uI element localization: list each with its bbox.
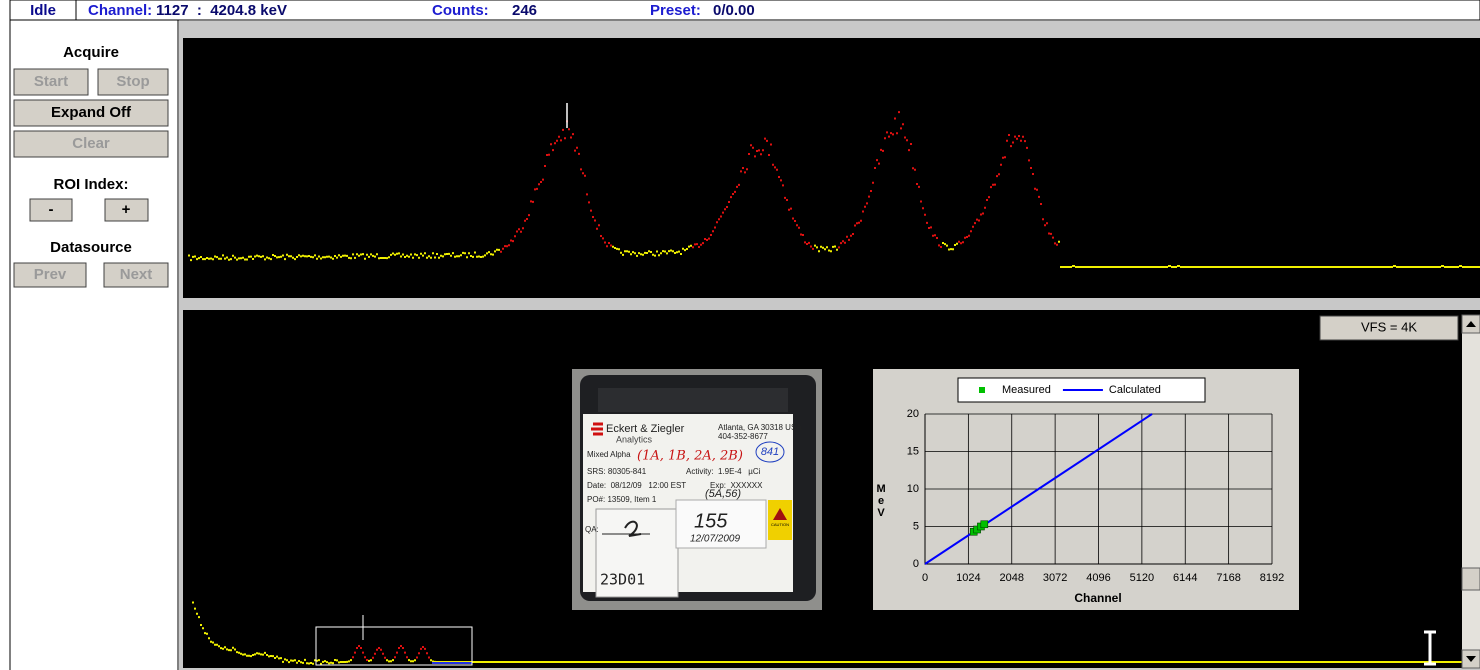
photo-text: Analytics [616, 434, 653, 444]
calibration-chart: MeV Channel 0 1024 2048 3072 4096 5120 6144 716… [873, 369, 1299, 610]
stop-button[interactable]: Stop [98, 69, 168, 95]
y-tick-label: 0 [913, 558, 919, 570]
channel-label: Channel: [88, 2, 152, 19]
app-window: Idle Channel: 1127 : 4204.8 keV Counts: … [0, 0, 1480, 670]
scrollbar[interactable] [1462, 315, 1480, 668]
datasource-title: Datasource [50, 239, 132, 256]
button-label[interactable]: Clear [72, 135, 110, 152]
clear-button[interactable]: Clear [14, 131, 168, 157]
x-tick-label: 0 [922, 572, 928, 584]
photo-text: Eckert & Ziegler [606, 423, 685, 435]
button-label[interactable]: Next [120, 266, 153, 283]
photo-handwriting: 155 [694, 510, 728, 532]
button-label[interactable]: - [49, 201, 54, 218]
x-tick-label: 8192 [1260, 572, 1284, 584]
photo-text: 404-352-8677 [718, 432, 768, 441]
source-photo: Eckert & Ziegler Analytics Atlanta, GA 3… [572, 369, 822, 610]
photo-handwriting: 841 [761, 446, 779, 458]
counts-label: Counts: [432, 2, 489, 19]
photo-text: Activity: 1.9E-4 µCi [686, 467, 761, 476]
roi-plus-button[interactable]: + [105, 199, 148, 221]
x-tick-label: 3072 [1043, 572, 1067, 584]
y-tick-label: 5 [913, 520, 919, 532]
photo-text: QA: [585, 525, 599, 534]
x-tick-label: 5120 [1130, 572, 1154, 584]
expand-button[interactable]: Expand Off [14, 100, 168, 126]
acquire-title: Acquire [63, 44, 119, 61]
status-state: Idle [30, 2, 56, 19]
roi-title: ROI Index: [53, 176, 128, 193]
photo-text: Date: 08/12/09 12:00 EST [587, 481, 686, 490]
channel-value: 1127 : 4204.8 keV [156, 2, 287, 19]
button-label[interactable]: Start [34, 73, 68, 90]
prev-button[interactable]: Prev [14, 263, 86, 287]
case-window [598, 388, 788, 412]
photo-text: Atlanta, GA 30318 USA [718, 423, 802, 432]
button-label[interactable]: Expand Off [51, 104, 132, 121]
x-tick-label: 6144 [1173, 572, 1197, 584]
vfs-label: VFS = 4K [1361, 319, 1417, 334]
photo-text: Mixed Alpha [587, 450, 631, 459]
next-button[interactable]: Next [104, 263, 168, 287]
x-axis-label: Channel [1074, 591, 1121, 605]
y-axis-label: MeV [875, 483, 887, 519]
expanded-spectrum [183, 38, 1480, 298]
start-button[interactable]: Start [14, 69, 88, 95]
x-tick-label: 1024 [956, 572, 980, 584]
y-tick-label: 15 [907, 445, 919, 457]
button-label[interactable]: Prev [34, 266, 67, 283]
x-tick-label: 4096 [1086, 572, 1110, 584]
button-label[interactable]: Stop [116, 73, 149, 90]
photo-text: CAUTION [771, 522, 789, 527]
roi-minus-button[interactable]: - [30, 199, 72, 221]
y-tick-label: 10 [907, 483, 919, 495]
x-tick-label: 2048 [1000, 572, 1024, 584]
photo-text: PO#: 13509, Item 1 [587, 495, 657, 504]
photo-text: SRS: 80305-841 [587, 467, 647, 476]
legend-label: Measured [1002, 384, 1051, 396]
photo-handwriting: (1A, 1B, 2A, 2B) [637, 449, 743, 464]
measured-point [981, 521, 988, 528]
x-tick-label: 7168 [1216, 572, 1240, 584]
preset-label: Preset: [650, 2, 701, 19]
photo-handwriting: 12/07/2009 [690, 534, 740, 545]
photo-handwriting: (5A,56) [705, 488, 741, 500]
button-label[interactable]: + [122, 201, 131, 218]
counts-value: 246 [512, 2, 537, 19]
photo-text: 23D01 [600, 571, 645, 589]
y-tick-label: 20 [907, 408, 919, 420]
legend-label: Calculated [1109, 384, 1161, 396]
preset-value: 0/0.00 [713, 2, 755, 19]
scroll-thumb[interactable] [1462, 568, 1480, 590]
legend-swatch [979, 387, 985, 393]
